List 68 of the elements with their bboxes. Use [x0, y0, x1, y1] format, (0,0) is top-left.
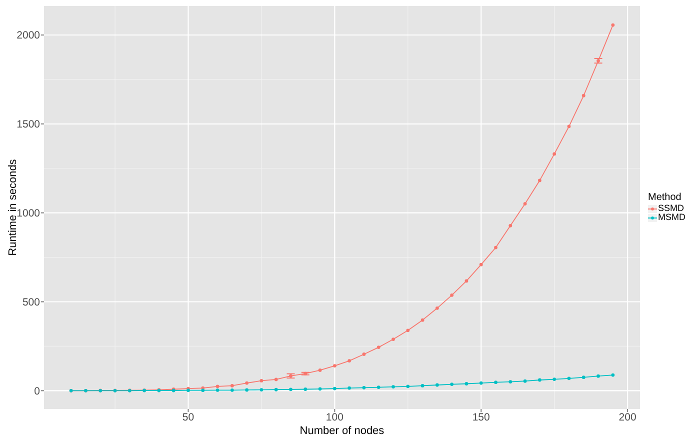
point — [552, 378, 556, 381]
point — [392, 385, 395, 388]
point — [464, 382, 468, 386]
point — [494, 380, 498, 384]
point — [318, 368, 322, 372]
point — [362, 386, 366, 390]
point — [304, 388, 308, 391]
y-tick-label: 0 — [34, 385, 40, 398]
point — [392, 338, 395, 341]
point — [245, 381, 249, 385]
point — [274, 388, 278, 392]
y-tick-label: 1000 — [16, 208, 40, 220]
point — [523, 202, 527, 206]
point — [332, 364, 336, 368]
point — [494, 246, 498, 250]
point — [230, 384, 234, 388]
point — [450, 382, 454, 386]
point — [260, 388, 264, 392]
point — [348, 359, 352, 363]
legend-title: Method — [648, 192, 682, 203]
point — [376, 386, 380, 390]
x-tick-label: 50 — [182, 411, 194, 424]
point — [450, 293, 454, 297]
point — [274, 378, 278, 382]
point — [376, 346, 380, 349]
point — [596, 374, 600, 378]
point — [362, 352, 366, 356]
point — [216, 384, 220, 388]
point — [406, 384, 410, 388]
point — [348, 386, 352, 390]
point — [464, 279, 468, 283]
point — [406, 328, 410, 332]
point — [567, 376, 571, 380]
x-tick-label: 100 — [326, 411, 344, 424]
x-tick-label: 200 — [618, 411, 636, 424]
point — [260, 379, 264, 382]
legend-label: SSMD — [658, 203, 684, 213]
point — [318, 387, 322, 391]
point — [508, 224, 512, 228]
x-tick-label: 150 — [472, 411, 490, 424]
point — [479, 262, 483, 266]
point — [523, 379, 527, 383]
point — [538, 378, 542, 382]
y-axis-title: Runtime in seconds — [6, 158, 19, 256]
point — [420, 318, 424, 322]
point — [582, 376, 586, 380]
y-tick-label: 2000 — [16, 30, 40, 42]
point — [332, 386, 336, 390]
point — [479, 381, 483, 385]
point — [230, 388, 234, 392]
point — [567, 124, 571, 128]
point — [420, 384, 424, 388]
point — [538, 178, 542, 182]
x-axis-title: Number of nodes — [300, 425, 385, 437]
y-tick-label: 500 — [22, 296, 40, 308]
point — [245, 388, 249, 392]
point — [216, 388, 220, 392]
point — [201, 388, 205, 392]
point — [508, 380, 512, 384]
legend-label: MSMD — [658, 212, 686, 222]
point — [552, 152, 556, 156]
point — [611, 23, 615, 27]
point — [289, 388, 292, 392]
point — [435, 306, 439, 310]
point — [611, 373, 615, 377]
y-tick-label: 1500 — [16, 118, 40, 131]
point — [582, 94, 586, 98]
point — [435, 383, 439, 387]
